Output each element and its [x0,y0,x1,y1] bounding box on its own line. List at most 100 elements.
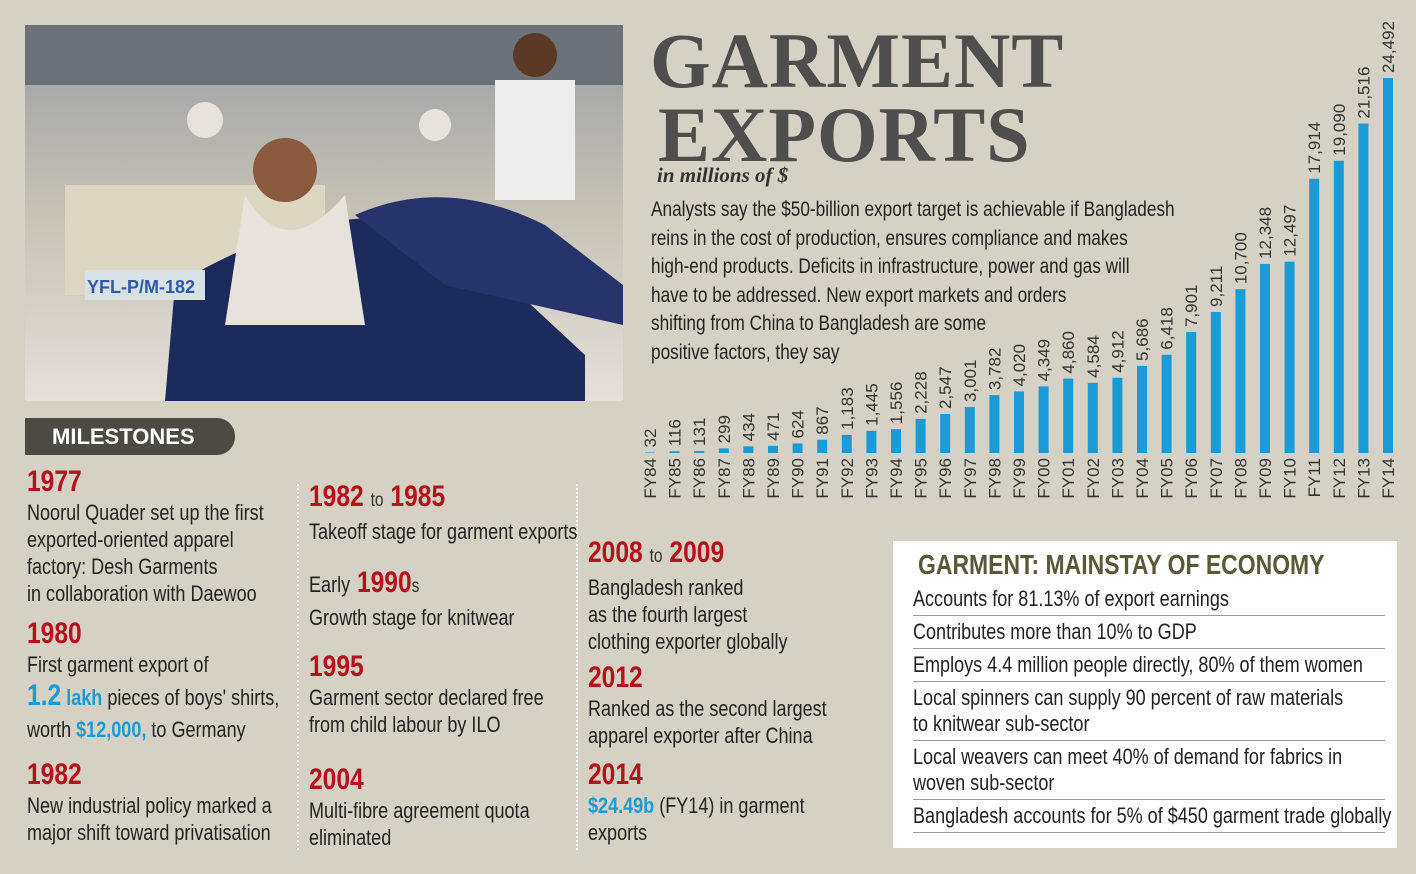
year: 1995 [309,650,364,683]
x-tick-label: FY96 [936,458,955,499]
table-row: Local weavers can meet 40% of demand for… [913,741,1385,800]
year: 1980 [27,617,82,650]
bar [866,430,877,453]
table-rows: Accounts for 81.13% of export earnings Co… [893,583,1397,833]
bar [1112,377,1123,453]
x-tick-label: FY03 [1108,458,1127,499]
bar [768,445,778,453]
milestone: 2004 Multi-fibre agreement quota elimina… [309,763,530,851]
x-tick-label: FY02 [1084,458,1103,499]
x-tick-label: FY14 [1379,458,1398,499]
x-tick-label: FY12 [1330,458,1349,499]
bar [940,414,951,453]
value-label: 1,183 [838,387,857,430]
value-label: 3,782 [985,348,1004,391]
x-tick-label: FY92 [838,458,857,499]
connector: to [649,546,663,567]
value-label: 4,912 [1108,330,1127,373]
x-tick-label: FY13 [1354,458,1373,499]
x-tick-label: FY89 [764,458,783,499]
bar [1309,178,1320,454]
bar [1014,391,1024,453]
x-tick-label: FY98 [985,458,1004,499]
highlight: 1.2 [27,679,62,712]
value-label: 2,547 [936,366,955,409]
x-tick-label: FY91 [813,458,832,499]
year: 1985 [390,480,446,513]
value-label: 6,418 [1158,307,1177,350]
text: 1.2 lakh pieces of boys' shirts, [27,678,279,716]
bar [891,429,901,453]
bar [1186,332,1197,453]
milestone: 2008 to 2009 Bangladesh ranked as the fo… [588,536,788,655]
text: as the fourth largest [588,602,748,627]
row-text: Contributes more than 10% to GDP [913,619,1197,644]
table-row: Bangladesh accounts for 5% of $450 garme… [913,800,1391,833]
milestone: 1982 to 1985 Takeoff stage for garment e… [309,480,577,545]
value-label: 4,860 [1059,331,1078,374]
value-label: 17,914 [1305,122,1324,174]
bar [669,451,680,453]
table-row: Contributes more than 10% to GDP [913,616,1385,649]
value-label: 1,445 [862,383,881,426]
table-row: Employs 4.4 million people directly, 80%… [913,649,1385,682]
value-label: 12,497 [1281,205,1300,257]
x-tick-label: FY84 [641,458,660,499]
x-tick-label: FY87 [715,458,734,499]
x-tick-label: FY08 [1231,458,1250,499]
text: exports [588,820,648,845]
x-tick-label: FY05 [1158,458,1177,499]
text: $24.49b (FY14) in garment [588,792,805,819]
value-label: 3,001 [961,360,980,403]
year: 2014 [588,758,643,791]
text: Takeoff stage for garment exports [309,519,578,544]
value-label: 4,584 [1084,335,1103,378]
highlight: $24.49b [588,793,655,818]
value-label: 116 [666,419,685,446]
milestones-badge: MILESTONES [25,418,235,455]
connector: to [370,490,384,511]
bar [915,418,926,453]
value-label: 867 [813,406,832,434]
x-tick-label: FY94 [887,458,906,499]
row-text: Accounts for 81.13% of export earnings [913,586,1229,611]
bar [1333,160,1344,453]
year: 1977 [27,465,82,498]
milestone: 1980 First garment export of 1.2 lakh pi… [27,617,279,743]
bar [718,448,729,453]
subtitle: in millions of $ [657,163,789,187]
year: 1982 [309,480,364,513]
value-label: 10,700 [1231,232,1250,284]
bar [841,434,852,453]
value-label: 1,556 [887,382,906,425]
x-tick-label: FY10 [1281,458,1300,499]
value-label: 624 [789,410,808,438]
x-tick-label: FY99 [1010,458,1029,499]
row-text: woven sub-sector [913,770,1055,795]
x-tick-label: FY06 [1182,458,1201,499]
text: Noorul Quader set up the first [27,500,264,525]
milestone: 1982 New industrial policy marked a majo… [27,758,272,846]
text: worth $12,000, to Germany [27,716,279,743]
table-title: GARMENT: MAINSTAY OF ECONOMY [918,549,1325,580]
text: clothing exporter globally [588,629,788,654]
x-tick-label: FY01 [1059,458,1078,499]
value-label: 5,686 [1133,318,1152,361]
value-label: 4,349 [1035,339,1054,382]
x-tick-label: FY00 [1035,458,1054,499]
x-tick-label: FY97 [961,458,980,499]
milestone: Early 1990s Growth stage for knitwear [309,566,515,631]
text: eliminated [309,825,392,850]
bar [1235,289,1246,453]
value-label: 21,516 [1354,67,1373,119]
table-row: Local spinners can supply 90 percent of … [913,682,1385,741]
year: 2009 [669,536,725,569]
text: exported-oriented apparel [27,527,234,552]
chart-title: GARMENT [650,17,1065,104]
bar [989,395,1000,453]
highlight: $12,000, [76,717,147,742]
value-label: 24,492 [1379,21,1398,73]
bar [1063,378,1074,453]
text: worth [27,717,72,742]
highlight: lakh [66,685,103,710]
